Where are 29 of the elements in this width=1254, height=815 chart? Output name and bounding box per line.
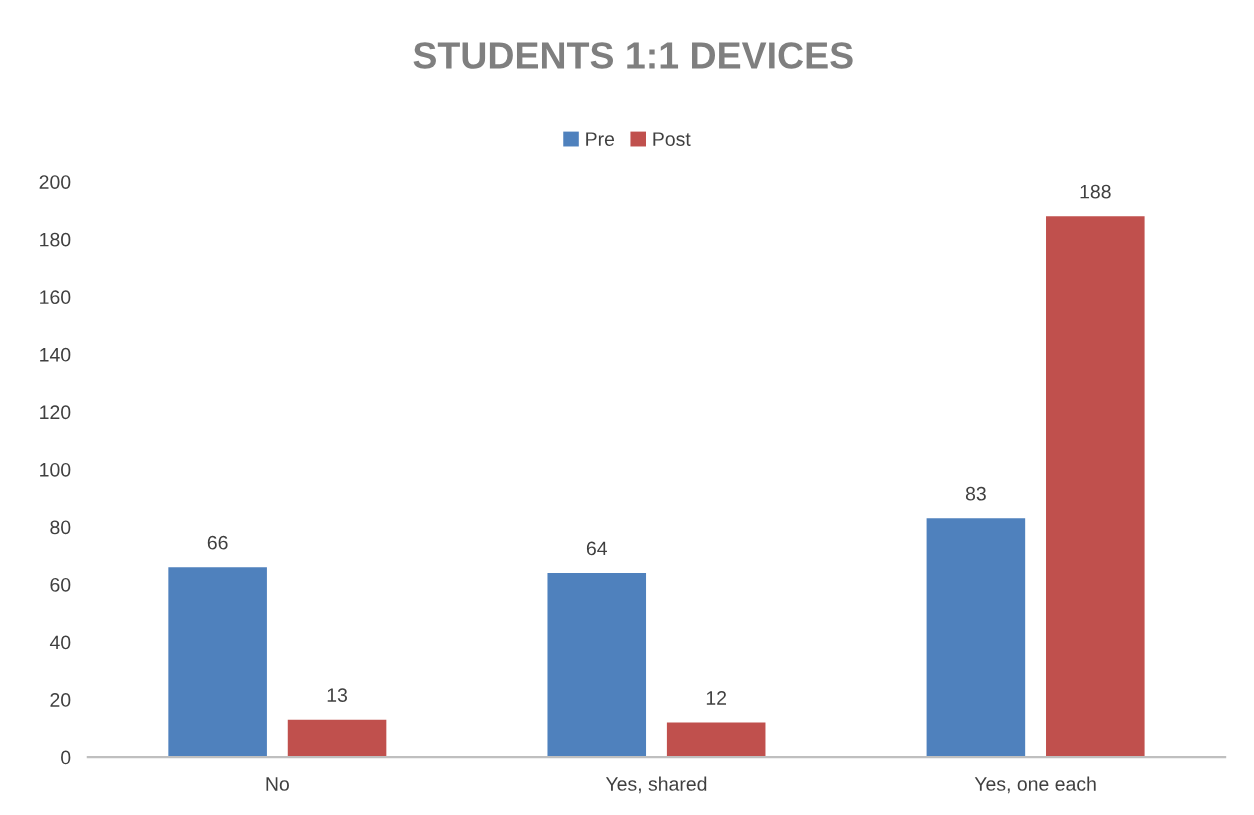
x-tick-label: Yes, shared [605, 776, 707, 794]
bar [547, 573, 647, 758]
y-tick-label: 40 [49, 635, 71, 650]
y-tick-label: 200 [39, 175, 71, 189]
data-label: 188 [1080, 184, 1111, 199]
bar [666, 722, 766, 758]
bar [168, 567, 267, 758]
x-tick-label: Yes, one each [974, 776, 1096, 794]
y-tick-label: 80 [50, 520, 71, 535]
data-label: 64 [586, 541, 607, 556]
data-label: 66 [207, 535, 228, 550]
data-label: 83 [965, 486, 986, 501]
bar [1046, 216, 1145, 758]
bar [287, 719, 387, 758]
bar [926, 518, 1026, 758]
legend-label: Post [653, 132, 691, 146]
y-tick-label: 100 [40, 462, 71, 477]
y-tick-label: 0 [61, 750, 71, 765]
y-tick-label: 20 [50, 693, 71, 707]
data-label: 12 [706, 691, 727, 705]
legend-label: Pre [586, 132, 615, 146]
y-tick-label: 180 [40, 232, 71, 247]
chart-title: STUDENTS 1:1 DEVICES [413, 42, 853, 69]
data-label: 13 [327, 688, 348, 702]
y-tick-label: 60 [50, 577, 71, 592]
y-tick-label: 160 [40, 290, 71, 305]
y-tick-label: 140 [40, 347, 71, 362]
x-tick-label: No [266, 777, 289, 791]
y-tick-label: 120 [40, 405, 71, 420]
